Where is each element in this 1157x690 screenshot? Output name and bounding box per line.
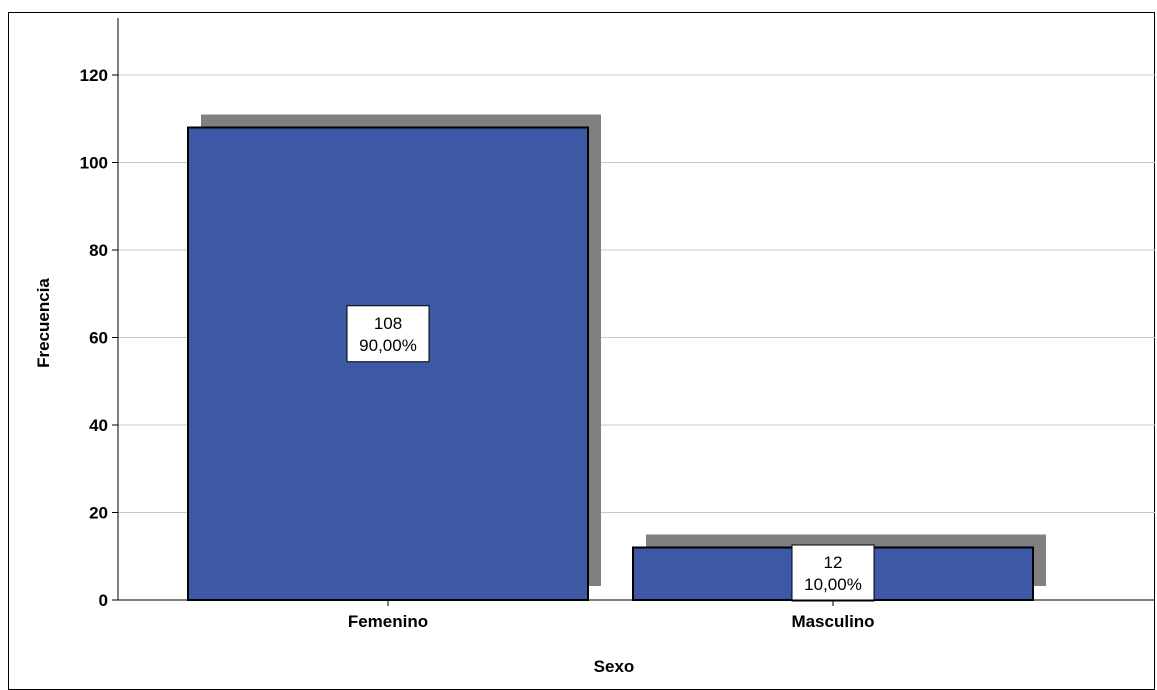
bar xyxy=(187,126,589,601)
y-tick-label: 40 xyxy=(89,416,108,435)
data-labels: 108 90,00% 12 10,00% xyxy=(346,305,875,602)
y-tick-label: 20 xyxy=(89,504,108,523)
bars xyxy=(187,126,1034,601)
y-tick-label: 100 xyxy=(80,154,108,173)
x-tick-label: Masculino xyxy=(791,612,874,631)
y-tick-label: 120 xyxy=(80,66,108,85)
y-tick-label: 80 xyxy=(89,241,108,260)
axes xyxy=(117,18,1155,601)
data-label-count: 12 xyxy=(824,553,843,572)
data-label-count: 108 xyxy=(374,314,402,333)
y-tick-labels: 0 20 40 60 80 100 120 xyxy=(80,66,118,610)
y-tick-label: 60 xyxy=(89,329,108,348)
data-label-percent: 90,00% xyxy=(359,336,417,355)
data-label-percent: 10,00% xyxy=(804,575,862,594)
y-axis-title: Frecuencia xyxy=(34,278,53,368)
y-tick-label: 0 xyxy=(99,591,108,610)
x-tick-labels: Femenino Masculino xyxy=(348,600,875,631)
x-tick-label: Femenino xyxy=(348,612,428,631)
data-label-box xyxy=(791,544,875,602)
x-axis-title: Sexo xyxy=(594,657,635,676)
data-label-box xyxy=(346,305,430,363)
